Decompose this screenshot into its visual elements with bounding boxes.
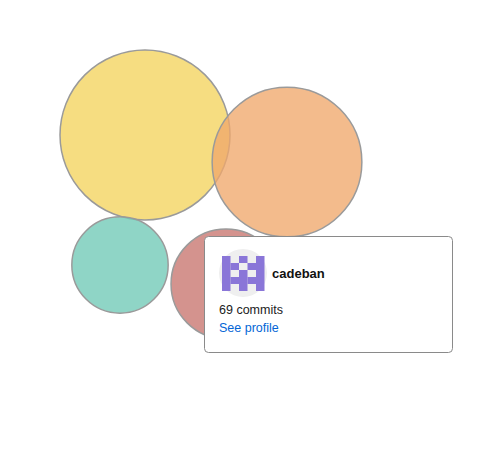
tooltip-box — [205, 237, 453, 353]
avatar-pixel — [239, 284, 248, 291]
avatar-pixel — [222, 270, 231, 277]
avatar-pixel — [239, 256, 248, 263]
chart: cadeban 69 commits See profile — [0, 0, 483, 474]
bubble[interactable] — [60, 50, 230, 220]
user-name: cadeban — [272, 266, 325, 281]
avatar-pixel — [256, 270, 265, 277]
avatar-pixel — [222, 284, 231, 291]
avatar-pixel — [256, 256, 265, 263]
avatar-pixel — [248, 263, 257, 270]
commit-count: 69 commits — [219, 303, 283, 317]
profile-link[interactable]: See profile — [219, 321, 279, 335]
avatar-pixel — [222, 277, 231, 284]
avatar-pixel — [231, 277, 240, 284]
bubble[interactable] — [212, 87, 362, 237]
avatar-pixel — [256, 263, 265, 270]
avatar — [219, 249, 267, 297]
bubble[interactable] — [72, 217, 168, 313]
avatar-pixel — [231, 263, 240, 270]
avatar-pixel — [239, 270, 248, 277]
avatar-bg — [219, 249, 267, 297]
avatar-pixel — [222, 256, 231, 263]
avatar-pixel — [256, 277, 265, 284]
tooltip: cadeban 69 commits See profile — [205, 237, 453, 353]
avatar-pixel — [248, 277, 257, 284]
avatar-pixel — [256, 284, 265, 291]
avatar-pixel — [222, 263, 231, 270]
avatar-pixel — [239, 277, 248, 284]
